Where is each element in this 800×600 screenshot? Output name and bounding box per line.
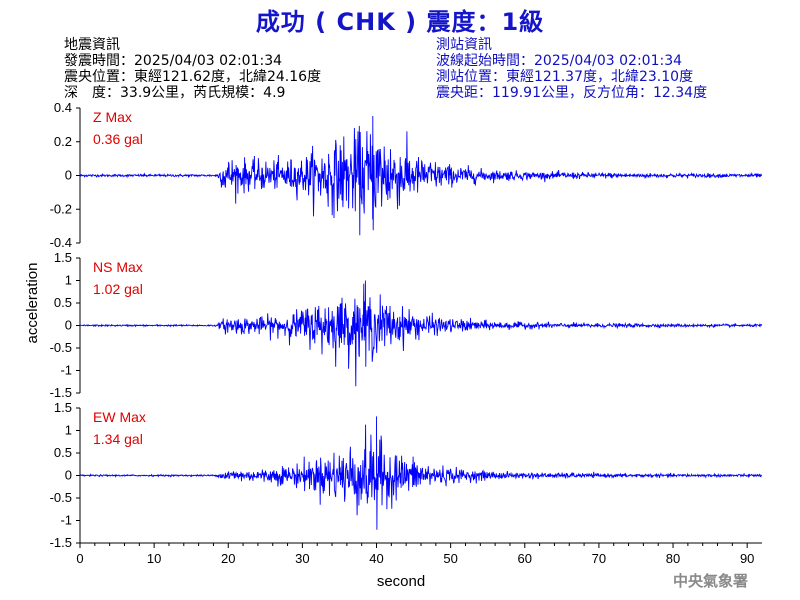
- ew-y-tick-label: -0.5: [50, 490, 72, 505]
- origin-time: 發震時間：2025/04/03 02:01:34: [64, 53, 283, 69]
- ew-y-tick-label: 1.5: [54, 400, 72, 415]
- agency-credit: 中央氣象署: [672, 572, 748, 590]
- station-info-block: 測站資訊 波線起始時間：2025/04/03 02:01:34 測站位置：東經1…: [436, 37, 707, 101]
- ns-y-tick-label: 0: [65, 318, 72, 333]
- earthquake-info-block: 地震資訊 發震時間：2025/04/03 02:01:34 震央位置：東經121…: [64, 37, 321, 101]
- earthquake-info-heading: 地震資訊: [64, 37, 120, 53]
- x-tick-label: 20: [221, 551, 235, 566]
- ew-y-tick-label: 0.5: [54, 445, 72, 460]
- z-y-tick-label: 0.2: [54, 134, 72, 149]
- ns-max-label: NS Max: [93, 259, 143, 275]
- ns-y-tick-label: -0.5: [50, 340, 72, 355]
- ew-y-tick-label: 1: [65, 423, 72, 438]
- ns-y-tick-label: 1.5: [54, 250, 72, 265]
- ew-max-label: EW Max: [93, 409, 146, 425]
- station-info-heading: 測站資訊: [436, 37, 492, 53]
- z-waveform-line: [79, 115, 763, 236]
- z-max-value: 0.36 gal: [93, 131, 143, 147]
- epicenter-location: 震央位置：東經121.62度，北緯24.16度: [64, 69, 322, 85]
- x-tick-label: 80: [666, 551, 680, 566]
- ns-y-tick-label: -1: [60, 363, 72, 378]
- ew-y-tick-label: -1.5: [50, 535, 72, 550]
- x-axis-title: second: [377, 573, 425, 590]
- depth-magnitude: 深 度：33.9公里，芮氏規模：4.9: [64, 85, 286, 101]
- x-tick-label: 60: [518, 551, 532, 566]
- ew-y-tick-label: 0: [65, 468, 72, 483]
- x-tick-label: 10: [147, 551, 161, 566]
- ns-max-value: 1.02 gal: [93, 281, 143, 297]
- z-y-tick-label: 0: [65, 168, 72, 183]
- ns-y-tick-label: -1.5: [50, 385, 72, 400]
- ew-max-value: 1.34 gal: [93, 431, 143, 447]
- station-location: 測站位置：東經121.37度，北緯23.10度: [436, 69, 694, 85]
- ew-y-tick-label: -1: [60, 513, 72, 528]
- x-tick-label: 90: [740, 551, 754, 566]
- y-axis-title: acceleration: [24, 263, 41, 344]
- station-intensity-title: 成功 ( CHK ) 震度：1級: [255, 8, 545, 36]
- ew-waveform-line: [79, 416, 762, 530]
- x-tick-label: 70: [592, 551, 606, 566]
- z-max-label: Z Max: [93, 109, 132, 125]
- ns-y-tick-label: 0.5: [54, 295, 72, 310]
- x-tick-label: 30: [295, 551, 309, 566]
- x-tick-label: 40: [369, 551, 383, 566]
- x-tick-label: 0: [76, 551, 83, 566]
- ns-y-tick-label: 1: [65, 273, 72, 288]
- z-y-tick-label: -0.2: [50, 201, 72, 216]
- epicentral-distance-azimuth: 震央距：119.91公里，反方位角：12.34度: [436, 85, 708, 101]
- ns-waveform-line: [79, 280, 763, 387]
- z-y-tick-label: -0.4: [50, 235, 72, 250]
- x-tick-label: 50: [443, 551, 457, 566]
- z-y-tick-label: 0.4: [54, 100, 72, 115]
- wave-onset-time: 波線起始時間：2025/04/03 02:01:34: [436, 53, 683, 69]
